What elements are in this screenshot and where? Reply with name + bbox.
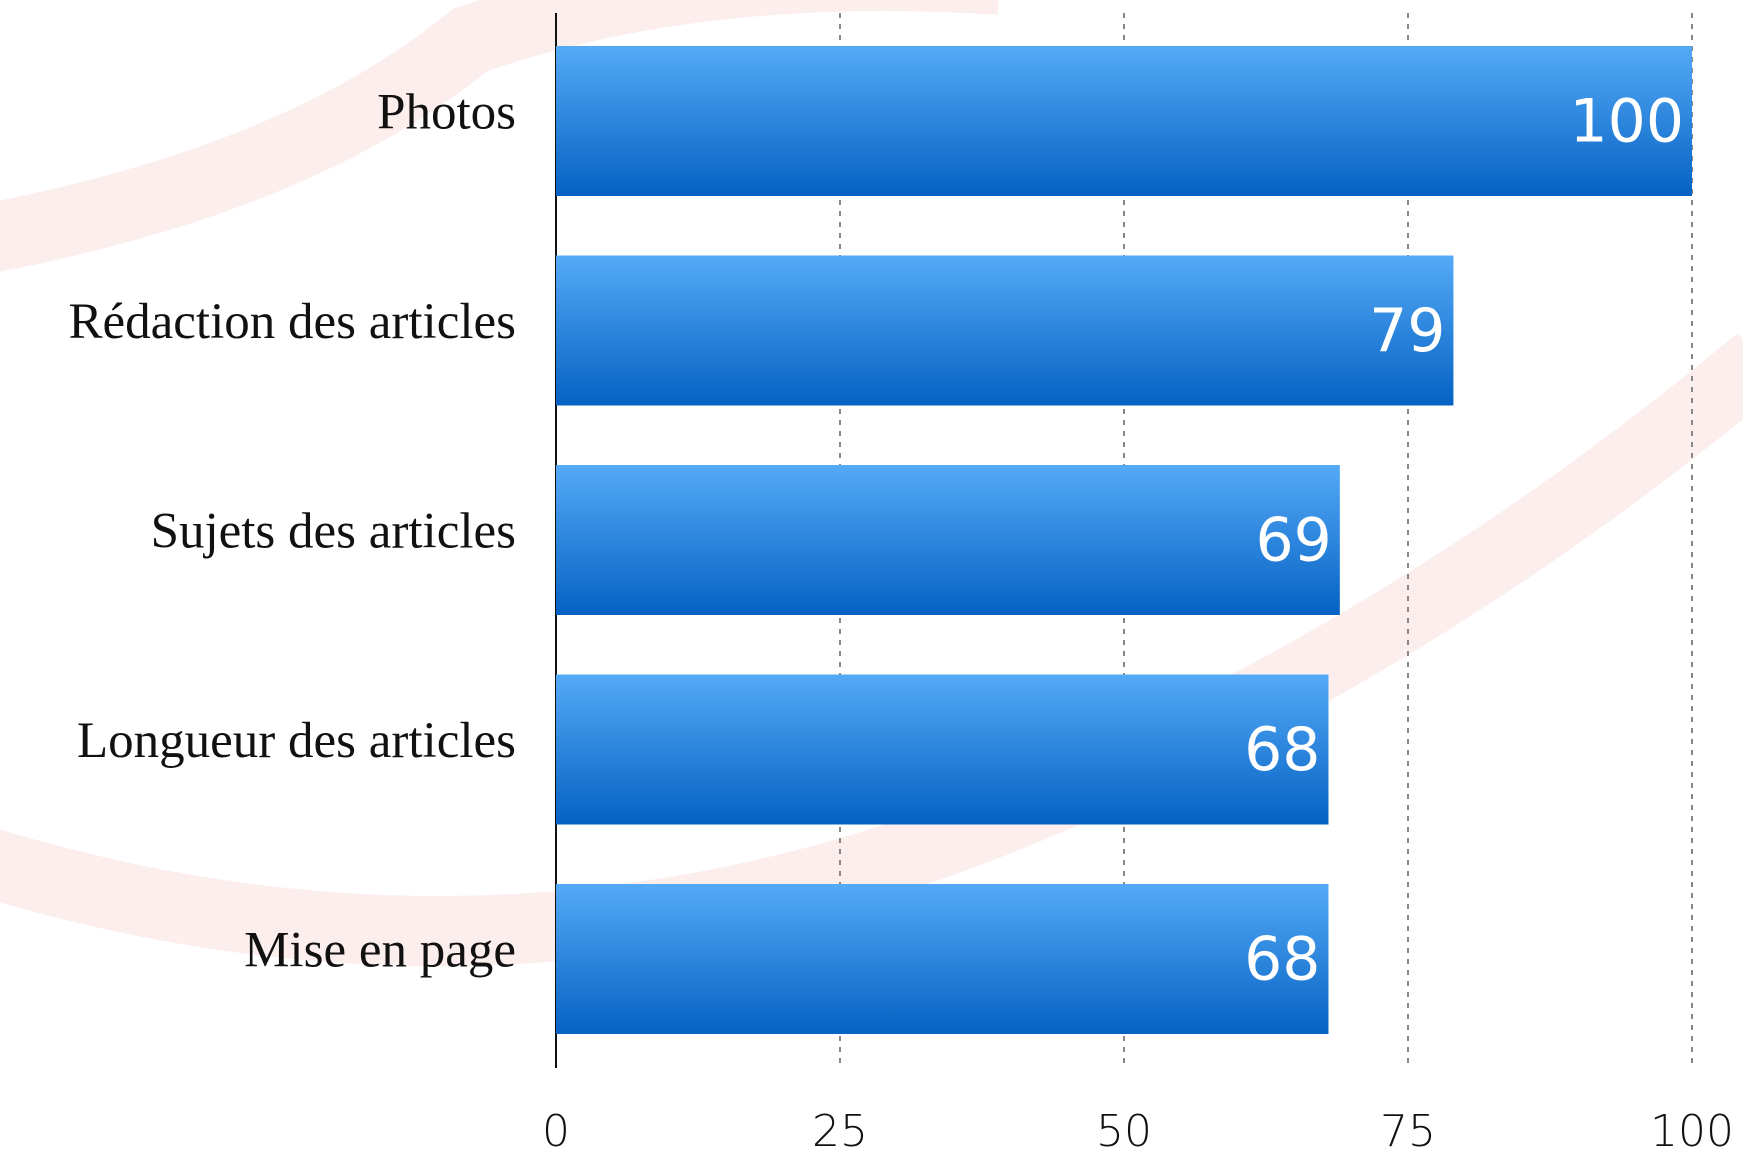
value-label: 68 — [1244, 925, 1320, 995]
bar — [556, 465, 1340, 615]
x-tick-label: 100 — [1650, 1106, 1734, 1154]
y-tick-label: Mise en page — [244, 923, 516, 979]
bar — [556, 255, 1454, 406]
plot-area: 0 25 50 75 100 Photos 100 Rédaction des article… — [69, 13, 1734, 1154]
background-decoration — [0, 0, 1743, 967]
bar — [556, 884, 1329, 1034]
bar — [556, 46, 1692, 196]
value-label: 68 — [1244, 715, 1320, 785]
y-tick-label: Photos — [377, 85, 516, 141]
y-tick-label: Longueur des articles — [77, 713, 516, 769]
x-tick-label: 75 — [1380, 1106, 1436, 1154]
bar — [556, 674, 1329, 825]
value-label: 79 — [1369, 296, 1445, 366]
y-tick-label: Rédaction des articles — [69, 294, 517, 350]
x-tick-label: 50 — [1096, 1106, 1152, 1154]
value-label: 100 — [1569, 87, 1684, 157]
value-label: 69 — [1255, 506, 1331, 576]
y-tick-label: Sujets des articles — [151, 504, 516, 560]
x-tick-label: 0 — [542, 1106, 570, 1154]
x-tick-label: 25 — [812, 1106, 868, 1154]
